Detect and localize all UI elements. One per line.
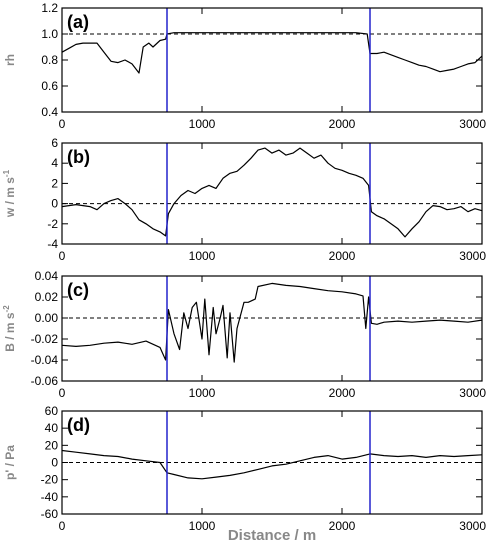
- y-tick-label-2-3: 0.00: [35, 311, 59, 325]
- x-tick-label-3-0: 0: [59, 519, 66, 533]
- y-tick-label-0-1: 0.6: [41, 79, 58, 93]
- panel-label-1: (b): [67, 147, 90, 167]
- y-tick-label-3-5: 40: [45, 421, 59, 435]
- y-tick-label-3-3: 0: [51, 456, 58, 470]
- y-tick-label-2-5: 0.04: [35, 269, 59, 283]
- series-line-2-0: [61, 282, 483, 363]
- x-tick-label-1-3: 3000: [459, 249, 486, 263]
- x-tick-label-0-2: 2000: [329, 117, 356, 131]
- x-tick-label-1-0: 0: [59, 249, 66, 263]
- plot-frame-2: [61, 275, 483, 382]
- x-tick-label-0-1: 1000: [189, 117, 216, 131]
- y-tick-label-3-4: 20: [45, 438, 59, 452]
- y-tick-label-3-0: -60: [41, 507, 59, 521]
- y-tick-label-0-4: 1.2: [41, 1, 58, 15]
- plot-frame-1: [61, 142, 483, 245]
- y-tick-label-3-1: -40: [41, 490, 59, 504]
- y-tick-label-3-2: -20: [41, 473, 59, 487]
- y-tick-label-3-6: 60: [45, 404, 59, 418]
- x-tick-label-3-3: 3000: [459, 519, 486, 533]
- y-tick-label-1-3: 2: [51, 176, 58, 190]
- panel-label-2: (c): [67, 280, 89, 300]
- x-tick-label-0-3: 3000: [459, 117, 486, 131]
- y-axis-label-2: B / m s-2: [2, 305, 17, 352]
- series-line-1-0: [61, 147, 483, 238]
- y-tick-label-1-5: 6: [51, 136, 58, 150]
- y-tick-label-2-0: -0.06: [31, 374, 59, 388]
- y-tick-label-2-2: -0.02: [31, 332, 59, 346]
- y-tick-label-1-4: 4: [51, 156, 58, 170]
- y-tick-label-0-0: 0.4: [41, 105, 58, 119]
- y-tick-label-0-3: 1.0: [41, 27, 58, 41]
- panel-label-3: (d): [67, 415, 90, 435]
- x-axis-label: Distance / m: [228, 527, 316, 544]
- y-tick-label-0-2: 0.8: [41, 53, 58, 67]
- y-axis-label-0: rh: [3, 54, 17, 66]
- x-tick-label-1-2: 2000: [329, 249, 356, 263]
- x-tick-label-0-0: 0: [59, 117, 66, 131]
- series-line-3-0: [61, 449, 483, 480]
- y-axis-label-3: p' / Pa: [3, 445, 17, 480]
- y-axis-label-1: w / m s-1: [2, 169, 17, 218]
- x-tick-label-2-1: 1000: [189, 386, 216, 400]
- x-tick-label-2-3: 3000: [459, 386, 486, 400]
- series-line-0-0: [61, 32, 483, 74]
- x-tick-label-2-0: 0: [59, 386, 66, 400]
- y-axis-label-superscript-2: -2: [2, 305, 11, 313]
- y-tick-label-1-2: 0: [51, 197, 58, 211]
- x-tick-label-3-1: 1000: [189, 519, 216, 533]
- y-axis-label-superscript-1: -1: [2, 169, 11, 177]
- x-tick-label-1-1: 1000: [189, 249, 216, 263]
- y-tick-label-1-0: -4: [47, 237, 58, 251]
- x-tick-label-2-2: 2000: [329, 386, 356, 400]
- y-tick-label-2-1: -0.04: [31, 353, 59, 367]
- panel-label-0: (a): [67, 12, 89, 32]
- y-tick-label-2-4: 0.02: [35, 290, 59, 304]
- x-tick-label-3-2: 2000: [329, 519, 356, 533]
- y-tick-label-1-1: -2: [47, 217, 58, 231]
